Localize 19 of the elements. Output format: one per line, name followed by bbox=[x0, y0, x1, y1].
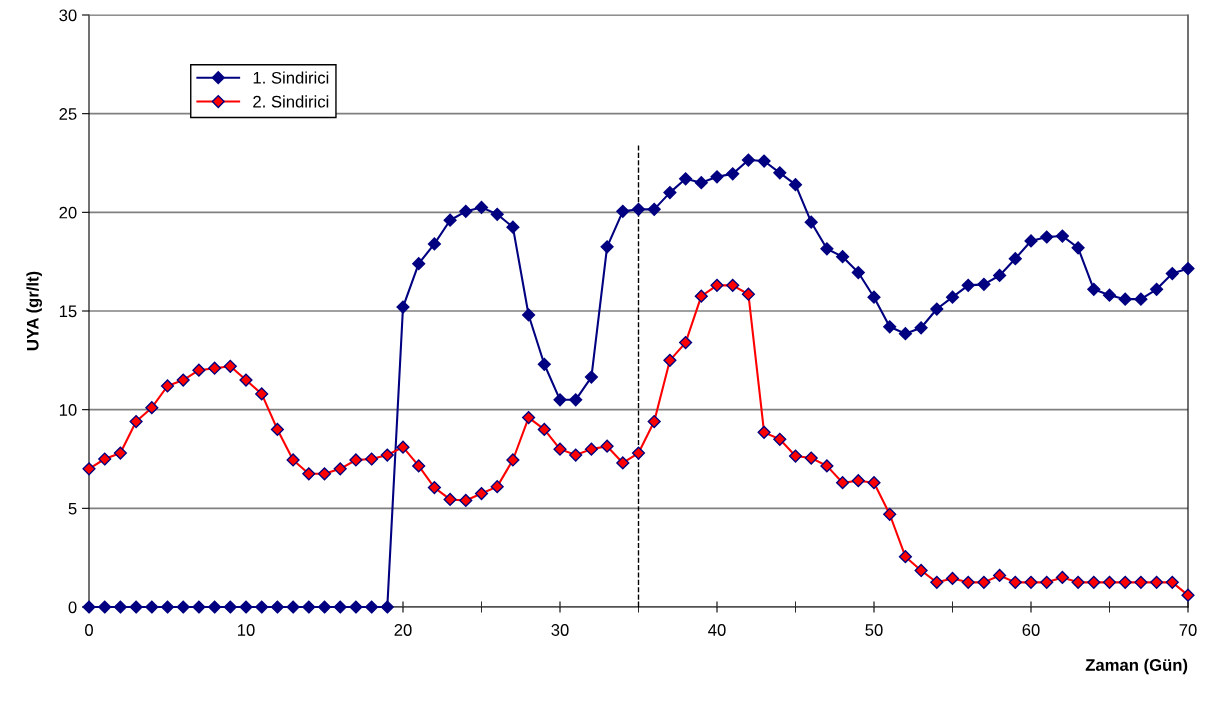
x-tick-label: 0 bbox=[85, 624, 93, 636]
y-tick-label: 10 bbox=[59, 404, 77, 416]
x-tick-label: 70 bbox=[1179, 624, 1197, 636]
y-tick-label: 20 bbox=[59, 206, 77, 219]
x-tick-label: 20 bbox=[394, 624, 412, 636]
legend-label: 2. Sindirici bbox=[253, 95, 329, 108]
x-tick-label: 50 bbox=[865, 624, 883, 636]
y-tick-label: 25 bbox=[59, 108, 77, 120]
y-tick-label: 15 bbox=[59, 305, 77, 318]
y-axis-title: UYA (gr/lt) bbox=[26, 271, 42, 351]
x-tick-label: 40 bbox=[708, 624, 726, 636]
x-axis-title: Zaman (Gün) bbox=[1085, 658, 1188, 675]
y-tick-label: 5 bbox=[68, 502, 77, 515]
x-tick-label: 10 bbox=[238, 624, 255, 636]
y-tick-label: 0 bbox=[68, 601, 77, 614]
y-tick-label: 30 bbox=[59, 9, 77, 22]
x-tick-label: 60 bbox=[1022, 624, 1040, 636]
legend-label: 1. Sindirici bbox=[253, 71, 329, 84]
x-tick-label: 30 bbox=[551, 624, 569, 636]
